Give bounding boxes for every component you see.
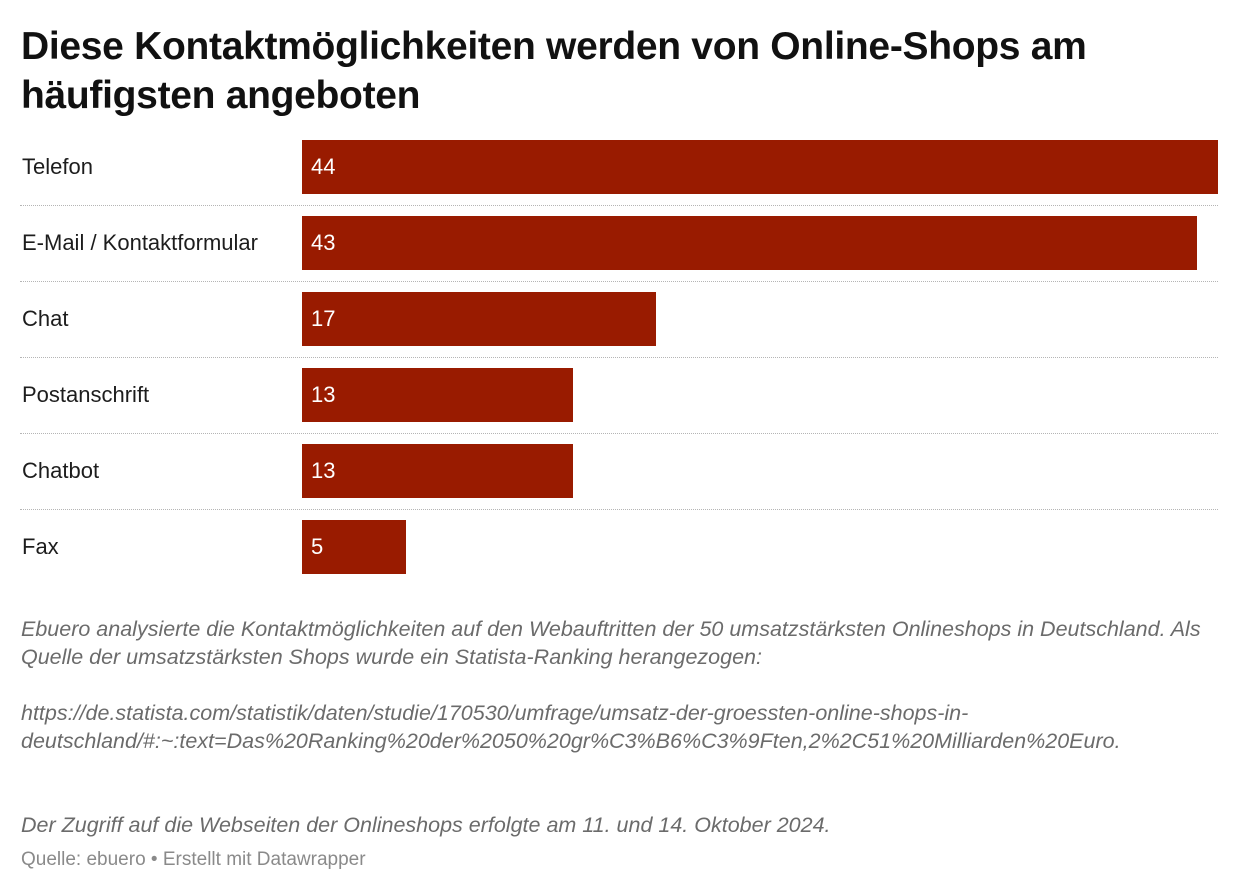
- bar-row: E-Mail / Kontaktformular 43: [20, 216, 1220, 292]
- chart-title: Diese Kontaktmöglichkeiten werden von On…: [21, 25, 1087, 117]
- bar-chart: Telefon 44 E-Mail / Kontaktformular 43 Chat 1…: [20, 140, 1220, 596]
- bar-row: Postanschrift 13: [20, 368, 1220, 444]
- bar: [302, 216, 1197, 270]
- category-label: Telefon: [22, 154, 93, 179]
- bar-value-label: 5: [311, 534, 324, 559]
- bar-row: Chatbot 13: [20, 444, 1220, 520]
- notes-url: https://de.statista.com/statistik/daten/…: [21, 701, 1121, 753]
- bar: [302, 292, 656, 346]
- bar: [302, 520, 406, 574]
- row-divider: [20, 281, 1218, 282]
- bar-row: Fax 5: [20, 520, 1220, 596]
- bar: [302, 444, 573, 498]
- bar-value-label: 13: [311, 458, 336, 483]
- bar-value-label: 43: [311, 230, 336, 255]
- bar-value-label: 44: [311, 154, 336, 179]
- row-divider: [20, 357, 1218, 358]
- category-label: Chat: [22, 306, 69, 331]
- row-divider: [20, 433, 1218, 434]
- source-credit: Quelle: ebuero • Erstellt mit Datawrappe…: [21, 849, 366, 870]
- category-label: Fax: [22, 534, 59, 559]
- chart-notes: Ebuero analysierte die Kontaktmöglichkei…: [21, 615, 1221, 839]
- bar-value-label: 13: [311, 382, 336, 407]
- notes-access-date: Der Zugriff auf die Webseiten der Online…: [21, 813, 831, 837]
- row-divider: [20, 205, 1218, 206]
- row-divider: [20, 509, 1218, 510]
- category-label: Chatbot: [22, 458, 100, 483]
- bar: [302, 140, 1218, 194]
- bar: [302, 368, 573, 422]
- category-label: Postanschrift: [22, 382, 150, 407]
- category-label: E-Mail / Kontaktformular: [22, 230, 258, 255]
- notes-description: Ebuero analysierte die Kontaktmöglichkei…: [21, 617, 1201, 669]
- bar-value-label: 17: [311, 306, 336, 331]
- bar-row: Chat 17: [20, 292, 1220, 368]
- bar-row: Telefon 44: [20, 140, 1220, 216]
